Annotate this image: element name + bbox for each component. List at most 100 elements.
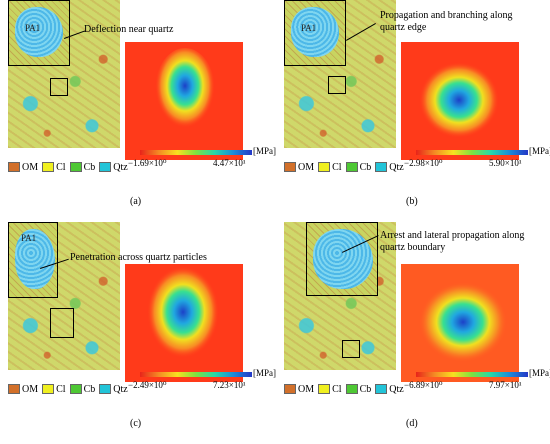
callout-text: Deflection near quartz bbox=[84, 24, 174, 35]
panel-c: PA1 Penetration across quartz particles … bbox=[0, 222, 276, 442]
phase-legend: OM Cl Cb Qtz bbox=[284, 160, 404, 174]
legend-item-cl: Cl bbox=[42, 161, 66, 173]
callout-text: Propagation and branching along quartz e… bbox=[380, 10, 513, 33]
qtz-swatch bbox=[99, 162, 112, 172]
colorbar-unit: [MPa] bbox=[253, 146, 276, 156]
legend-item-cb: Cb bbox=[345, 161, 372, 173]
legend-label: Qtz bbox=[389, 383, 404, 395]
cl-swatch bbox=[42, 162, 55, 172]
stress-map bbox=[125, 264, 243, 382]
subfigure-label: (b) bbox=[406, 196, 418, 207]
legend-item-om: OM bbox=[284, 162, 314, 173]
colorbar-unit: [MPa] bbox=[253, 368, 276, 378]
legend-label: Cb bbox=[359, 383, 372, 395]
stress-map bbox=[401, 42, 519, 160]
zoom-region-box bbox=[50, 78, 68, 96]
phase-legend: OM Cl Cb Qtz bbox=[284, 382, 404, 396]
colorbar-unit: [MPa] bbox=[529, 146, 550, 156]
colorbar-min: −2.49×10⁰ bbox=[128, 380, 167, 390]
zoom-inset: PA1 bbox=[8, 0, 70, 66]
cb-swatch bbox=[69, 384, 82, 394]
colorbar-unit: [MPa] bbox=[529, 368, 550, 378]
legend-item-om: OM bbox=[284, 384, 314, 395]
legend-item-cb: Cb bbox=[345, 383, 372, 395]
inset-label: PA1 bbox=[21, 233, 37, 243]
colorbar-max: 5.90×10¹ bbox=[489, 158, 522, 168]
subfigure-label: (a) bbox=[130, 196, 142, 207]
legend-item-qtz: Qtz bbox=[375, 161, 404, 173]
legend-item-qtz: Qtz bbox=[99, 161, 128, 173]
qtz-swatch bbox=[375, 162, 388, 172]
callout-text: Arrest and lateral propagation along qua… bbox=[380, 230, 525, 253]
subfigure-label: (c) bbox=[130, 418, 142, 429]
microstructure-map: PA1 bbox=[8, 0, 120, 148]
legend-label: Qtz bbox=[113, 383, 128, 395]
legend-label: Cl bbox=[56, 383, 66, 395]
stress-map bbox=[401, 264, 519, 382]
colorbar bbox=[140, 150, 252, 155]
om-swatch bbox=[284, 384, 296, 394]
phase-legend: OM Cl Cb Qtz bbox=[8, 382, 128, 396]
callout-text: Penetration across quartz particles bbox=[70, 252, 207, 263]
panel-a: PA1 Deflection near quartz OM Cl Cb Qtz bbox=[0, 0, 276, 220]
microstructure-map bbox=[284, 222, 396, 370]
colorbar bbox=[416, 150, 528, 155]
zoom-region-box bbox=[50, 308, 74, 338]
legend-label: Cb bbox=[83, 383, 96, 395]
legend-label: OM bbox=[298, 161, 315, 173]
zoom-inset: PA1 bbox=[8, 222, 58, 298]
legend-label: Cb bbox=[83, 161, 96, 173]
legend-item-cl: Cl bbox=[318, 383, 342, 395]
legend-label: Cl bbox=[56, 161, 66, 173]
legend-item-qtz: Qtz bbox=[99, 383, 128, 395]
legend-label: Qtz bbox=[389, 161, 404, 173]
legend-label: OM bbox=[22, 383, 39, 395]
cb-swatch bbox=[345, 162, 358, 172]
colorbar bbox=[140, 372, 252, 377]
phase-legend: OM Cl Cb Qtz bbox=[8, 160, 128, 174]
legend-item-om: OM bbox=[8, 162, 38, 173]
legend-item-qtz: Qtz bbox=[375, 383, 404, 395]
qtz-swatch bbox=[375, 384, 388, 394]
panel-b: PA1 Propagation and branching along quar… bbox=[276, 0, 550, 220]
cb-swatch bbox=[345, 384, 358, 394]
colorbar-min: −2.98×10⁰ bbox=[404, 158, 443, 168]
cl-swatch bbox=[318, 162, 331, 172]
quartz-grain bbox=[15, 7, 63, 57]
legend-item-cl: Cl bbox=[42, 383, 66, 395]
cl-swatch bbox=[318, 384, 331, 394]
microstructure-map: PA1 bbox=[8, 222, 120, 370]
colorbar-min: −1.69×10⁰ bbox=[128, 158, 167, 168]
panel-d: Arrest and lateral propagation along qua… bbox=[276, 222, 550, 442]
legend-label: Cl bbox=[332, 161, 342, 173]
om-swatch bbox=[8, 162, 20, 172]
legend-label: OM bbox=[22, 161, 39, 173]
legend-item-om: OM bbox=[8, 384, 38, 395]
microstructure-map: PA1 bbox=[284, 0, 396, 148]
colorbar-max: 7.97×10¹ bbox=[489, 380, 522, 390]
colorbar-min: −6.89×10⁰ bbox=[404, 380, 443, 390]
legend-label: Qtz bbox=[113, 161, 128, 173]
colorbar-max: 4.47×10¹ bbox=[213, 158, 246, 168]
stress-map bbox=[125, 42, 243, 160]
quartz-grain bbox=[15, 229, 55, 289]
inset-label: PA1 bbox=[301, 23, 317, 33]
colorbar bbox=[416, 372, 528, 377]
legend-item-cb: Cb bbox=[69, 161, 96, 173]
zoom-inset: PA1 bbox=[284, 0, 346, 66]
om-swatch bbox=[284, 162, 296, 172]
quartz-grain bbox=[291, 7, 339, 57]
legend-label: OM bbox=[298, 383, 315, 395]
qtz-swatch bbox=[99, 384, 112, 394]
inset-label: PA1 bbox=[25, 23, 41, 33]
zoom-region-box bbox=[342, 340, 360, 358]
subfigure-label: (d) bbox=[406, 418, 418, 429]
legend-label: Cb bbox=[359, 161, 372, 173]
cb-swatch bbox=[69, 162, 82, 172]
legend-label: Cl bbox=[332, 383, 342, 395]
om-swatch bbox=[8, 384, 20, 394]
colorbar-max: 7.23×10¹ bbox=[213, 380, 246, 390]
cl-swatch bbox=[42, 384, 55, 394]
zoom-region-box bbox=[328, 76, 346, 94]
legend-item-cl: Cl bbox=[318, 161, 342, 173]
